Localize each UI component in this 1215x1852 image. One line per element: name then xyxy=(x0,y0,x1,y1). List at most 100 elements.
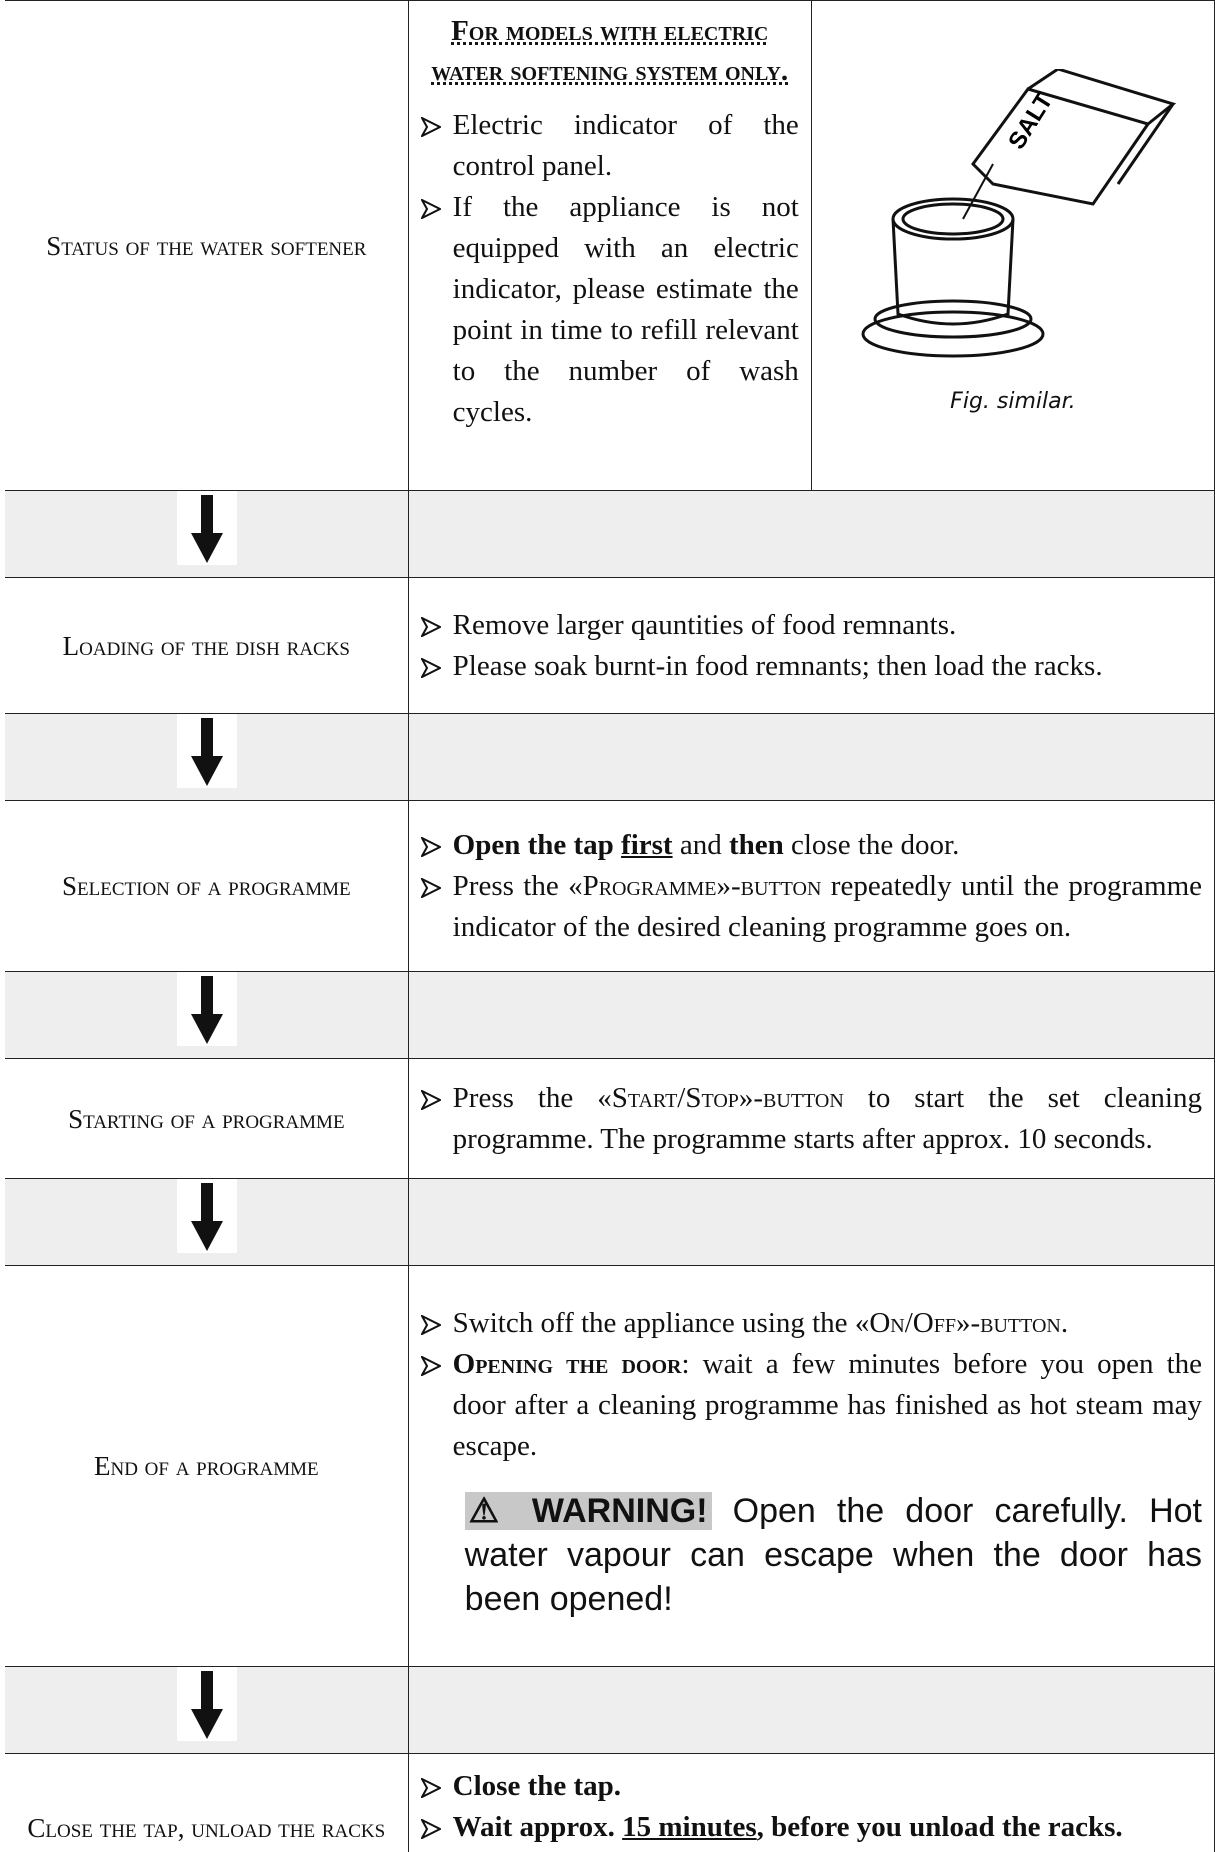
text-run: «On/Off»-button. xyxy=(854,1307,1069,1339)
item-text: Press the «Start/Stop»-button to start t… xyxy=(453,1078,1202,1160)
text-run: close the door. xyxy=(783,828,960,861)
text-run: first xyxy=(621,828,673,861)
bullet-item: Please soak burnt-in food remnants; then… xyxy=(420,646,1202,687)
warning-label: ⚠ WARNING! xyxy=(464,1492,712,1530)
bullet-item: Switch off the appliance using the «On/O… xyxy=(420,1303,1202,1344)
text-run: Open the tap xyxy=(452,828,622,861)
separator-cell xyxy=(407,713,1215,801)
bullet-item: Open the tap first and then close the do… xyxy=(420,825,1202,866)
down-arrow xyxy=(177,1667,237,1741)
bullet-item: Close the tap. xyxy=(420,1766,1202,1807)
item-text: Unload the lower rack first. xyxy=(453,1848,1202,1852)
bullet xyxy=(420,1315,441,1335)
separator-cell xyxy=(407,1178,1215,1266)
bullet-item: If the appliance is not equipped with an… xyxy=(420,187,799,433)
down-arrow xyxy=(177,714,237,788)
text-run: 15 minutes xyxy=(622,1811,757,1843)
bullet-item: Unload the lower rack first. xyxy=(421,1848,1202,1852)
step-label: Loading of the dish racks xyxy=(5,577,409,714)
bullet xyxy=(420,616,441,637)
bullet-item: Remove larger qauntities of food remnant… xyxy=(420,605,1202,646)
separator-row xyxy=(5,713,1215,801)
figure-cell: SALT Fig. similar. xyxy=(810,0,1215,491)
text-run: Switch off the appliance using the xyxy=(452,1307,855,1339)
bullet xyxy=(420,657,441,678)
arrow-cell xyxy=(5,971,409,1059)
bullet-item: Press the «Programme»-button repeatedly … xyxy=(420,866,1202,948)
step-label: Close the tap, unload the racks xyxy=(5,1753,409,1852)
item-text: Please soak burnt-in food remnants; then… xyxy=(453,646,1202,687)
bullet xyxy=(420,199,441,219)
item-text: Close the tap. xyxy=(453,1766,1202,1807)
figure-label: SALT xyxy=(1003,88,1058,154)
text-run: Please soak burnt-in food remnants; then… xyxy=(452,649,1103,682)
figure-caption: Fig. similar. xyxy=(950,389,1076,414)
text-run: Wait approx. xyxy=(452,1811,623,1843)
bullet-item: Wait approx. 15 minutes, before you unlo… xyxy=(420,1807,1202,1848)
step-label: Starting of a programme xyxy=(5,1058,409,1179)
step-row: Close the tap, unload the racks Close the… xyxy=(5,1753,1215,1852)
text-run: Remove larger qauntities of food remnant… xyxy=(452,608,957,641)
text-run: to start the set cleaning programme. The… xyxy=(452,1081,1202,1155)
bullet xyxy=(420,117,441,137)
text-run: then xyxy=(728,828,784,861)
bullet xyxy=(420,877,441,898)
salt-illustration: SALT xyxy=(861,67,1177,358)
down-arrow xyxy=(177,1179,237,1253)
step-body: Close the tap. Wait approx. 15 minutes, b… xyxy=(407,1753,1215,1852)
separator-row xyxy=(5,1178,1215,1266)
bullet xyxy=(420,1356,441,1376)
bullet-item: Press the «Start/Stop»-button to start t… xyxy=(420,1078,1202,1160)
step-row: End of a programme Switch off the applian… xyxy=(5,1265,1215,1667)
bullet xyxy=(420,1819,441,1839)
step-label: Status of the water softener xyxy=(5,0,409,491)
warning-text: Open the door carefully. Hot water vapou… xyxy=(464,1492,1202,1618)
step-row: Status of the water softener For models w… xyxy=(5,0,1215,491)
item-text: Opening the door: wait a few minutes bef… xyxy=(453,1344,1202,1467)
item-text: Press the «Programme»-button repeatedly … xyxy=(453,866,1202,948)
item-text: Electric indicator of the control panel. xyxy=(453,105,799,187)
separator-cell xyxy=(407,971,1215,1059)
item-text: Switch off the appliance using the «On/O… xyxy=(453,1303,1202,1344)
separator-cell xyxy=(407,1666,1215,1754)
bullet-item: Electric indicator of the control panel. xyxy=(420,105,799,187)
heading: For models with electric water softening… xyxy=(431,15,789,87)
step-row: Starting of a programme Press the «Start/… xyxy=(5,1058,1215,1179)
separator-row xyxy=(5,490,1215,578)
item-text: Remove larger qauntities of food remnant… xyxy=(453,605,1202,646)
text-run: and xyxy=(672,828,729,861)
step-label: End of a programme xyxy=(5,1265,409,1667)
warning: ⚠ WARNING! Open the door carefully. Hot … xyxy=(464,1489,1202,1621)
text-run: «Start/Stop»-button xyxy=(597,1081,844,1114)
step-label: Selection of a programme xyxy=(5,800,409,972)
arrow-cell xyxy=(5,1666,409,1754)
step-body: Open the tap first and then close the do… xyxy=(407,800,1215,972)
text-run: , before you unload the racks. xyxy=(756,1811,1123,1843)
text-run: Opening the door xyxy=(452,1348,682,1380)
separator-row xyxy=(5,971,1215,1059)
down-arrow xyxy=(177,491,237,565)
text-run: repeatedly until the programme indicator… xyxy=(452,869,1202,943)
step-body: For models with electric water softening… xyxy=(407,0,812,491)
item-text: Wait approx. 15 minutes, before you unlo… xyxy=(453,1807,1202,1848)
step-body: Switch off the appliance using the «On/O… xyxy=(407,1265,1215,1667)
bullet xyxy=(420,1089,441,1110)
item-text: Open the tap first and then close the do… xyxy=(453,825,1202,866)
bullet-item: Opening the door: wait a few minutes bef… xyxy=(420,1344,1202,1467)
step-row: Selection of a programme Open the tap fir… xyxy=(5,800,1215,972)
separator-row xyxy=(5,1666,1215,1754)
arrow-cell xyxy=(5,1178,409,1266)
arrow-cell xyxy=(5,490,409,578)
text-run: «Programme»-button xyxy=(568,869,822,902)
text-run: Electric indicator of the control panel. xyxy=(452,109,799,182)
bullet xyxy=(420,836,441,857)
step-body: Press the «Start/Stop»-button to start t… xyxy=(407,1058,1215,1179)
text-run: Press the xyxy=(452,1081,598,1114)
separator-cell xyxy=(407,490,1215,578)
down-arrow xyxy=(177,972,237,1046)
text-run: Close the tap. xyxy=(452,1770,622,1802)
step-body: Remove larger qauntities of food remnant… xyxy=(407,577,1215,714)
instruction-table: Status of the water softener For models w… xyxy=(5,0,1215,1852)
step-row: Loading of the dish racks Remove larger q… xyxy=(5,577,1215,714)
